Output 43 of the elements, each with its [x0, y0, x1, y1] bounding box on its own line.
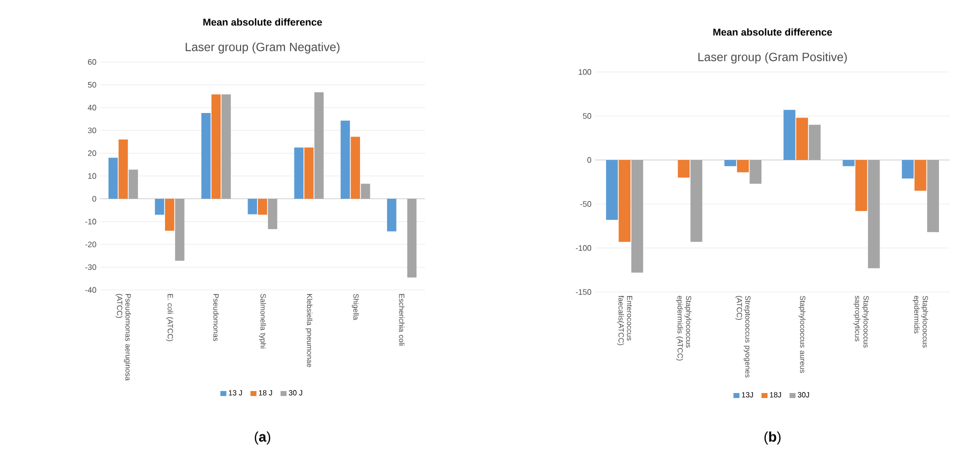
bar — [268, 198, 278, 230]
bar — [678, 160, 690, 178]
bar — [248, 198, 258, 214]
bar — [165, 198, 174, 231]
bar — [407, 198, 417, 278]
bar — [108, 158, 118, 199]
bar — [631, 160, 644, 273]
bar — [222, 94, 231, 199]
bar — [914, 160, 926, 191]
bar — [690, 160, 702, 242]
bar — [211, 94, 221, 199]
bar — [304, 147, 314, 199]
bar — [128, 170, 138, 199]
chart-title: Mean absolute difference — [713, 28, 832, 36]
bar — [350, 136, 360, 199]
bar — [724, 160, 736, 166]
bar — [201, 113, 211, 199]
bar — [360, 184, 370, 199]
bar — [784, 110, 796, 160]
bar — [387, 198, 396, 232]
bar — [606, 160, 618, 220]
bar — [258, 198, 268, 215]
bar — [294, 147, 304, 199]
bar — [855, 160, 868, 212]
bar — [842, 160, 855, 166]
bar — [808, 124, 821, 160]
bar — [868, 160, 880, 268]
bar — [796, 118, 808, 160]
bar — [340, 120, 350, 199]
text: (b) — [764, 431, 781, 444]
bar — [902, 160, 914, 178]
bar — [750, 160, 762, 184]
chart-subtitle: Laser group (Gram Negative) — [186, 42, 340, 54]
bar — [154, 198, 164, 215]
bar — [618, 160, 631, 242]
text: (a) — [254, 431, 270, 444]
bar — [927, 160, 939, 232]
bar — [175, 198, 184, 261]
chart-title: Mean absolute difference — [203, 18, 322, 26]
bar — [118, 140, 128, 199]
bar — [737, 160, 749, 172]
bar — [314, 92, 324, 199]
chart-subtitle: Laser group (Gram Positive) — [698, 52, 847, 64]
